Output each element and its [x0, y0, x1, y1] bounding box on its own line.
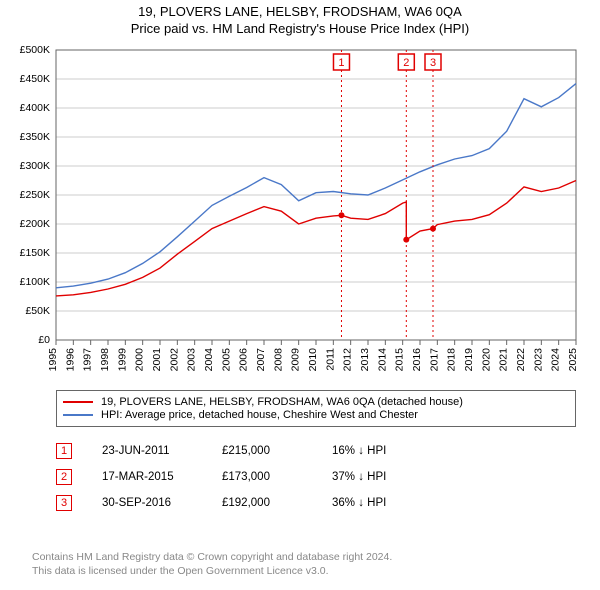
footer: Contains HM Land Registry data © Crown c…	[32, 550, 392, 578]
svg-text:2003: 2003	[186, 348, 198, 372]
svg-text:£300K: £300K	[20, 160, 50, 172]
legend-item: 19, PLOVERS LANE, HELSBY, FRODSHAM, WA6 …	[63, 396, 569, 408]
svg-text:2021: 2021	[498, 348, 510, 372]
title-area: 19, PLOVERS LANE, HELSBY, FRODSHAM, WA6 …	[0, 0, 600, 36]
marker-price: £215,000	[222, 445, 332, 457]
chart-container: 19, PLOVERS LANE, HELSBY, FRODSHAM, WA6 …	[0, 0, 600, 590]
svg-text:1997: 1997	[82, 348, 94, 372]
svg-text:2023: 2023	[532, 348, 544, 372]
title-subtitle: Price paid vs. HM Land Registry's House …	[0, 21, 600, 36]
svg-text:2008: 2008	[272, 348, 284, 372]
marker-date: 23-JUN-2011	[102, 445, 222, 457]
svg-text:£0: £0	[38, 334, 50, 346]
legend-label: 19, PLOVERS LANE, HELSBY, FRODSHAM, WA6 …	[101, 396, 463, 408]
svg-text:£500K: £500K	[20, 44, 50, 56]
svg-text:2014: 2014	[376, 348, 388, 372]
marker-date: 17-MAR-2015	[102, 471, 222, 483]
legend-label: HPI: Average price, detached house, Ches…	[101, 409, 418, 421]
svg-text:2024: 2024	[550, 348, 562, 372]
svg-text:2004: 2004	[203, 348, 215, 372]
svg-text:1998: 1998	[99, 348, 111, 372]
svg-text:2011: 2011	[324, 348, 336, 371]
svg-text:1995: 1995	[47, 348, 59, 372]
svg-text:£450K: £450K	[20, 73, 50, 85]
legend-item: HPI: Average price, detached house, Ches…	[63, 409, 569, 421]
marker-badge: 3	[56, 495, 72, 511]
chart-svg: £0 £50K £100K £150K £200K £250K £300K £350K £400…	[0, 44, 600, 384]
legend-swatch	[63, 414, 93, 416]
svg-text:£50K: £50K	[25, 305, 50, 317]
svg-text:1996: 1996	[64, 348, 76, 372]
marker-price: £192,000	[222, 497, 332, 509]
marker-row: 2 17-MAR-2015 £173,000 37% ↓ HPI	[56, 464, 432, 490]
legend: 19, PLOVERS LANE, HELSBY, FRODSHAM, WA6 …	[56, 390, 576, 427]
marker-badge: 2	[56, 469, 72, 485]
marker-table: 1 23-JUN-2011 £215,000 16% ↓ HPI 2 17-MA…	[56, 438, 432, 516]
svg-text:2005: 2005	[220, 348, 232, 372]
svg-text:2015: 2015	[394, 348, 406, 372]
svg-text:2017: 2017	[428, 348, 440, 372]
title-address: 19, PLOVERS LANE, HELSBY, FRODSHAM, WA6 …	[0, 4, 600, 19]
chart: £0 £50K £100K £150K £200K £250K £300K £350K £400…	[0, 44, 600, 384]
svg-text:£150K: £150K	[20, 247, 50, 259]
svg-text:2013: 2013	[359, 348, 371, 372]
marker-row: 1 23-JUN-2011 £215,000 16% ↓ HPI	[56, 438, 432, 464]
marker-date: 30-SEP-2016	[102, 497, 222, 509]
svg-text:£250K: £250K	[20, 189, 50, 201]
marker-pct: 36% ↓ HPI	[332, 497, 432, 509]
svg-text:2022: 2022	[515, 348, 527, 372]
svg-text:2009: 2009	[290, 348, 302, 372]
marker-row: 3 30-SEP-2016 £192,000 36% ↓ HPI	[56, 490, 432, 516]
svg-text:2: 2	[403, 57, 409, 69]
marker-pct: 37% ↓ HPI	[332, 471, 432, 483]
svg-text:2010: 2010	[307, 348, 319, 372]
svg-text:£100K: £100K	[20, 276, 50, 288]
svg-text:1999: 1999	[116, 348, 128, 372]
svg-text:£350K: £350K	[20, 131, 50, 143]
svg-text:2007: 2007	[255, 348, 267, 372]
marker-price: £173,000	[222, 471, 332, 483]
marker-badge: 1	[56, 443, 72, 459]
svg-text:1: 1	[338, 57, 344, 69]
svg-text:2000: 2000	[134, 348, 146, 372]
svg-text:3: 3	[430, 57, 436, 69]
svg-text:2002: 2002	[168, 348, 180, 372]
svg-text:2025: 2025	[567, 348, 579, 372]
legend-swatch	[63, 401, 93, 403]
svg-text:2018: 2018	[446, 348, 458, 372]
svg-text:2019: 2019	[463, 348, 475, 372]
svg-text:£400K: £400K	[20, 102, 50, 114]
svg-text:£200K: £200K	[20, 218, 50, 230]
svg-text:2006: 2006	[238, 348, 250, 372]
svg-text:2020: 2020	[480, 348, 492, 372]
svg-text:2012: 2012	[342, 348, 354, 372]
svg-text:2001: 2001	[151, 348, 163, 372]
svg-text:2016: 2016	[411, 348, 423, 372]
marker-pct: 16% ↓ HPI	[332, 445, 432, 457]
footer-line2: This data is licensed under the Open Gov…	[32, 564, 392, 578]
footer-line1: Contains HM Land Registry data © Crown c…	[32, 550, 392, 564]
